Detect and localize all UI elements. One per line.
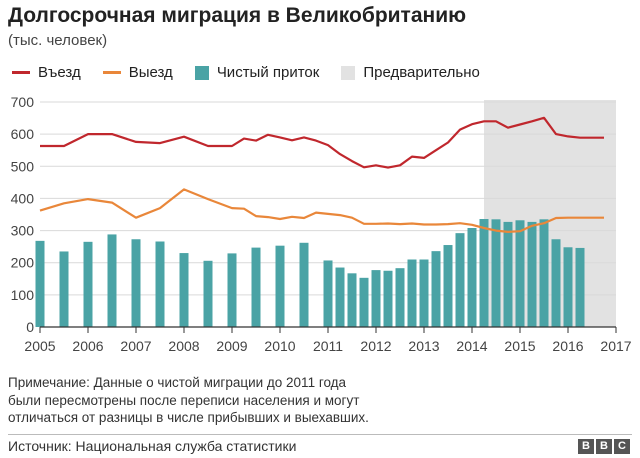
- legend-item-net: Чистый приток: [194, 64, 320, 81]
- bar-net-migration: [503, 221, 513, 327]
- x-tick-label: 2016: [552, 338, 583, 354]
- line-outflow: [39, 188, 604, 233]
- y-tick-label: 400: [11, 190, 35, 206]
- bar-net-migration: [335, 267, 345, 327]
- x-tick-label: 2009: [216, 338, 247, 354]
- bar-net-migration: [467, 228, 477, 327]
- bar-net-migration: [575, 247, 585, 327]
- x-tick-label: 2015: [504, 338, 535, 354]
- legend-swatch-inflow: [12, 71, 30, 74]
- bar-net-migration: [323, 260, 333, 327]
- legend-label-outflow: Выезд: [128, 64, 173, 81]
- bbc-logo-block: C: [614, 439, 630, 454]
- note-line: были пересмотрены после переписи населен…: [8, 392, 360, 408]
- note-line: Примечание: Данные о чистой миграции до …: [8, 375, 347, 390]
- bar-net-migration: [407, 259, 417, 327]
- legend-label-provisional: Предварительно: [363, 64, 480, 81]
- x-tick-label: 2017: [600, 338, 631, 354]
- chart-note: Примечание: Данные о чистой миграции до …: [8, 374, 528, 427]
- bar-net-migration: [479, 219, 489, 327]
- chart-title: Долгосрочная миграция в Великобританию: [8, 4, 467, 27]
- bbc-logo-block: B: [596, 439, 612, 454]
- bar-net-migration: [107, 234, 117, 327]
- x-tick-label: 2013: [408, 338, 439, 354]
- source-text: Источник: Национальная служба статистики: [8, 438, 297, 454]
- bar-net-migration: [371, 270, 381, 327]
- legend-item-outflow: Выезд: [102, 64, 173, 81]
- bar-net-migration: [359, 277, 369, 327]
- bbc-logo: B B C: [576, 439, 630, 454]
- y-tick-label: 600: [11, 126, 35, 142]
- x-tick-label: 2011: [313, 338, 343, 354]
- note-line: отличаться от разницы в числе прибывших …: [8, 410, 369, 425]
- bbc-logo-block: B: [578, 439, 594, 454]
- x-tick-label: 2014: [456, 338, 487, 354]
- legend-swatch-net: [194, 65, 209, 80]
- bar-net-migration: [155, 241, 165, 327]
- bar-net-migration: [35, 240, 45, 327]
- bar-net-migration: [527, 221, 537, 327]
- y-tick-label: 700: [11, 94, 35, 110]
- bar-net-migration: [275, 245, 285, 327]
- y-tick-label: 100: [11, 287, 35, 303]
- chart-subtitle: (тыс. человек): [8, 32, 108, 49]
- bar-net-migration: [227, 253, 237, 327]
- legend: Въезд Выезд Чистый приток Предварительно: [12, 64, 502, 81]
- bar-net-migration: [179, 253, 189, 327]
- legend-item-provisional: Предварительно: [341, 64, 480, 81]
- x-tick-label: 2007: [120, 338, 151, 354]
- bar-net-migration: [251, 247, 261, 327]
- y-tick-label: 0: [26, 319, 34, 335]
- legend-label-net: Чистый приток: [216, 64, 320, 81]
- bar-net-migration: [491, 219, 501, 327]
- migration-chart: 0 100 200 300 400 500 600 700 2005 2006 2007 2008 20…: [11, 94, 632, 354]
- y-tick-label: 500: [11, 158, 35, 174]
- bar-net-migration: [443, 245, 453, 327]
- bar-net-migration: [395, 268, 405, 327]
- y-tick-label: 300: [11, 223, 35, 239]
- bar-net-migration: [431, 251, 441, 327]
- legend-label-inflow: Въезд: [38, 64, 81, 81]
- x-tick-label: 2010: [264, 338, 295, 354]
- bar-net-migration: [419, 259, 429, 327]
- line-inflow: [40, 116, 604, 169]
- bar-net-migration: [539, 219, 549, 327]
- bar-net-migration: [455, 233, 465, 327]
- bar-net-migration: [563, 247, 573, 327]
- x-tick-label: 2012: [360, 338, 391, 354]
- x-tick-label: 2008: [168, 338, 199, 354]
- x-tick-label: 2005: [24, 338, 55, 354]
- bar-net-migration: [83, 241, 93, 327]
- bar-net-migration: [59, 251, 69, 327]
- legend-swatch-provisional: [341, 65, 356, 80]
- bar-net-migration: [383, 270, 393, 327]
- bar-net-migration: [131, 239, 141, 327]
- bar-net-migration: [347, 273, 357, 327]
- footer-divider: [8, 434, 632, 435]
- x-tick-label: 2006: [72, 338, 103, 354]
- bar-net-migration: [203, 260, 213, 327]
- legend-swatch-outflow: [102, 71, 121, 74]
- bar-net-migration: [551, 239, 561, 327]
- bar-net-migration: [299, 242, 309, 327]
- bar-net-migration: [515, 220, 525, 327]
- y-tick-label: 200: [11, 255, 35, 271]
- legend-item-inflow: Въезд: [12, 64, 81, 81]
